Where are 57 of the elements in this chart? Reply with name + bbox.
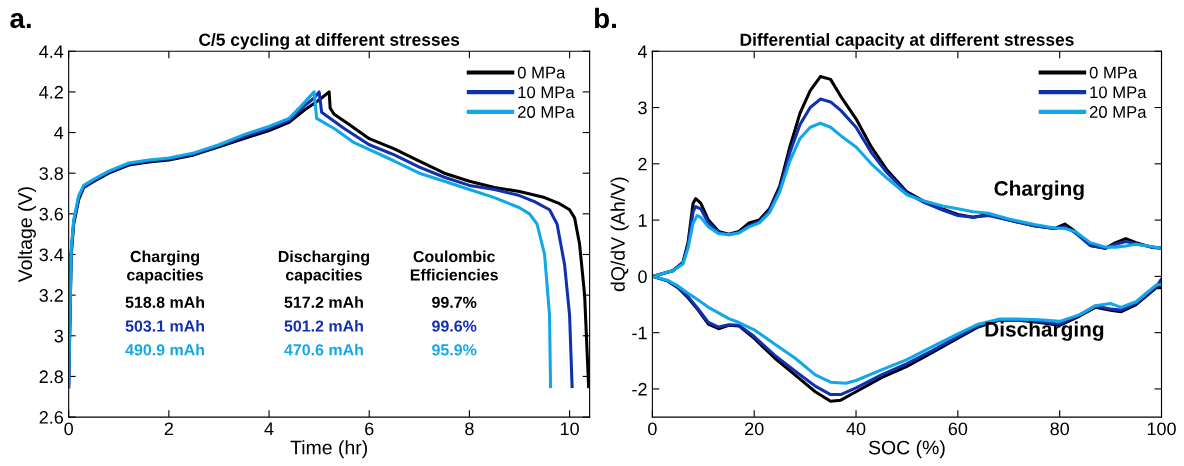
legend-label: 0 MPa: [517, 66, 566, 79]
x-axis-title: Time (hr): [290, 440, 368, 459]
annotation: Discharging: [985, 321, 1104, 341]
y-tick-label: 3: [638, 101, 647, 115]
annotation: 470.6 mAh: [284, 343, 363, 356]
annotation: 99.6%: [432, 320, 477, 332]
y-tick-label: -1: [632, 326, 647, 340]
legend-label: 20 MPa: [518, 106, 575, 118]
chart-title: C/5 cycling at different stresses: [199, 33, 460, 50]
x-tick-label: 6: [365, 422, 374, 436]
annotation: Discharging capacities: [278, 250, 370, 284]
y-axis-title: Voltage (V): [17, 187, 36, 283]
annotation: Coulombic Efficiencies: [410, 250, 498, 281]
annotation: 501.2 mAh: [284, 320, 363, 332]
x-tick-label: 80: [1050, 422, 1070, 436]
y-tick-label: 4: [54, 126, 64, 140]
annotation: 503.1 mAh: [125, 320, 205, 332]
y-tick-label: -2: [632, 382, 647, 396]
x-tick-label: 2: [164, 422, 173, 436]
text: a.: [10, 13, 31, 29]
y-axis-title: dQ/dV (Ah/V): [610, 177, 629, 292]
y-tick-label: 3.8: [39, 167, 64, 180]
y-tick-label: 2.8: [39, 370, 64, 384]
x-tick-label: 100: [1147, 422, 1176, 436]
y-tick-label: 2: [638, 157, 647, 171]
x-tick-label: 0: [648, 422, 657, 436]
x-tick-label: 8: [465, 422, 474, 436]
legend-label: 0 MPa: [1089, 66, 1138, 79]
y-tick-label: 2.6: [39, 411, 64, 424]
annotation: Charging capacities: [127, 250, 204, 284]
y-tick-label: 4.4: [39, 45, 64, 58]
x-tick-label: 20: [745, 422, 764, 436]
annotation: 517.2 mAh: [284, 296, 363, 308]
x-tick-label: 10: [560, 422, 579, 436]
x-tick-label: 4: [264, 422, 274, 436]
chart-title: Differential capacity at different stresses: [740, 33, 1074, 50]
y-tick-label: 3.6: [39, 207, 64, 221]
y-tick-label: 3.2: [39, 289, 63, 302]
y-tick-label: 0: [638, 270, 647, 284]
y-tick-label: 4.2: [39, 85, 63, 99]
annotation: 95.9%: [432, 344, 477, 356]
annotation: 99.7%: [432, 296, 477, 308]
y-tick-label: 1: [638, 214, 647, 227]
y-tick-label: 3.4: [39, 248, 64, 262]
annotation: 518.8 mAh: [125, 296, 205, 308]
legend-label: 10 MPa: [1090, 86, 1147, 99]
x-axis-title: SOC (%): [868, 440, 945, 459]
x-tick-label: 0: [64, 422, 73, 436]
legend-label: 20 MPa: [1089, 106, 1147, 118]
y-tick-label: 3: [54, 329, 64, 343]
y-tick-label: 4: [637, 45, 647, 58]
x-tick-label: 60: [948, 422, 968, 436]
annotation: 490.9 mAh: [125, 343, 205, 356]
x-tick-label: 40: [846, 422, 866, 436]
legend-label: 10 MPa: [518, 86, 575, 99]
text: b.: [595, 7, 616, 29]
annotation: Charging: [994, 180, 1084, 201]
